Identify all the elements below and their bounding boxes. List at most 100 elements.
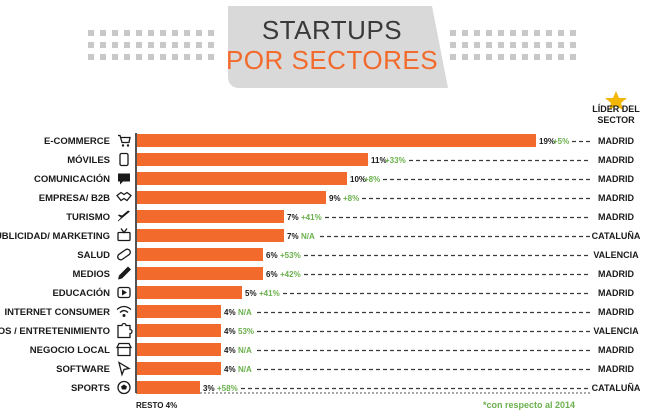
decorative-dot [88,54,94,60]
leader-city: MADRID [598,307,634,317]
bar [137,172,347,185]
decorative-dot [112,30,118,36]
decorative-dot [510,42,516,48]
category-label: MEDIOS [73,269,110,280]
bar [137,248,263,261]
leader-header-line2: SECTOR [597,115,635,125]
decorative-dot [208,54,214,60]
category-label: E-COMMERCE [44,136,110,147]
decorative-dot [208,30,214,36]
change-label: +58% [217,384,238,393]
decorative-dot [172,30,178,36]
decorative-dot [570,42,576,48]
category-label: JUEGOS / ENTRETENIMIENTO [0,326,110,337]
decorative-dot [184,54,190,60]
category-label: SALUD [77,250,110,261]
bar-row: EMPRESA/ B2B 9% +8% MADRID [39,191,634,204]
decorative-dot [88,42,94,48]
decorative-dot [546,54,552,60]
decorative-dot [196,42,202,48]
category-label: EMPRESA/ B2B [39,193,110,204]
decorative-dot [474,42,480,48]
decorative-dot [112,54,118,60]
change-label: +33% [385,156,406,165]
category-label: TURISMO [66,212,110,223]
value-label: 5% [245,289,257,298]
leader-city: MADRID [598,155,634,165]
tv-icon [117,228,131,242]
category-label: PUBLICIDAD/ MARKETING [0,231,110,242]
value-label: 6% [266,270,278,279]
decorative-dot [522,30,528,36]
decorative-dot [486,54,492,60]
change-label: N/A [238,346,252,355]
chat-bubble-icon [118,173,130,185]
decorative-dot [570,30,576,36]
bar [137,134,536,147]
bar-row: TURISMO 7% +41% MADRID [66,210,634,223]
footnote-rest: RESTO 4% [136,401,177,410]
decorative-dot [450,30,456,36]
decorative-dot [546,42,552,48]
decorative-dot [450,42,456,48]
value-label: 4% [224,327,236,336]
bar [137,362,221,375]
leader-city: CATALUÑA [592,383,641,393]
bar-row: MEDIOS 6% +42% MADRID [73,266,634,280]
chart-title: STARTUPS [262,15,402,45]
change-label: N/A [301,232,315,241]
bar [137,286,242,299]
category-label: SOFTWARE [56,364,110,375]
footnote-comparison: *con respecto al 2014 [483,400,575,410]
handshake-icon [116,191,132,202]
pencil-icon [118,266,131,280]
bar-row: EDUCACIÓN 5% +41% MADRID [52,286,634,299]
decorative-dot [486,30,492,36]
bar [137,153,368,166]
bar [137,210,284,223]
leader-city: MADRID [598,174,634,184]
category-label: SPORTS [71,383,110,394]
category-label: INTERNET CONSUMER [4,307,110,318]
decorative-dot [88,30,94,36]
bar-row: JUEGOS / ENTRETENIMIENTO 4%53% VALENCIA [0,322,639,339]
leader-city: MADRID [598,269,634,279]
bar [137,324,221,337]
cart-icon [118,134,131,147]
bar-row: NEGOCIO LOCAL 4% N/A MADRID [30,342,634,357]
decorative-dots-left [88,30,214,60]
decorative-dot [546,30,552,36]
wifi-icon [116,305,132,317]
change-label: +42% [280,270,301,279]
bar-row: MÓVILES 11%+33% MADRID [67,152,634,167]
decorative-dot [148,54,154,60]
leader-city: MADRID [598,345,634,355]
decorative-dot [136,30,142,36]
category-label: NEGOCIO LOCAL [30,345,110,356]
value-label: 4% [224,365,236,374]
decorative-dot [160,42,166,48]
category-label: COMUNICACIÓN [34,173,110,185]
decorative-dot [486,42,492,48]
value-label: 3% [203,384,215,393]
bar [137,191,326,204]
leader-city: MADRID [598,212,634,222]
decorative-dot [100,30,106,36]
decorative-dot [462,30,468,36]
value-label: 6% [266,251,278,260]
decorative-dot [558,54,564,60]
star-icon [605,91,627,110]
change-label: +41% [301,213,322,222]
leader-city: VALENCIA [593,250,639,260]
change-label: N/A [238,365,252,374]
decorative-dot [184,42,190,48]
bar-row: E-COMMERCE 19%+5% MADRID [44,134,634,147]
leader-city: VALENCIA [593,326,639,336]
decorative-dots-right [450,30,576,60]
decorative-dot [474,54,480,60]
change-label: 53% [238,327,254,336]
leader-city: MADRID [598,193,634,203]
decorative-dot [196,30,202,36]
change-label: +41% [259,289,280,298]
